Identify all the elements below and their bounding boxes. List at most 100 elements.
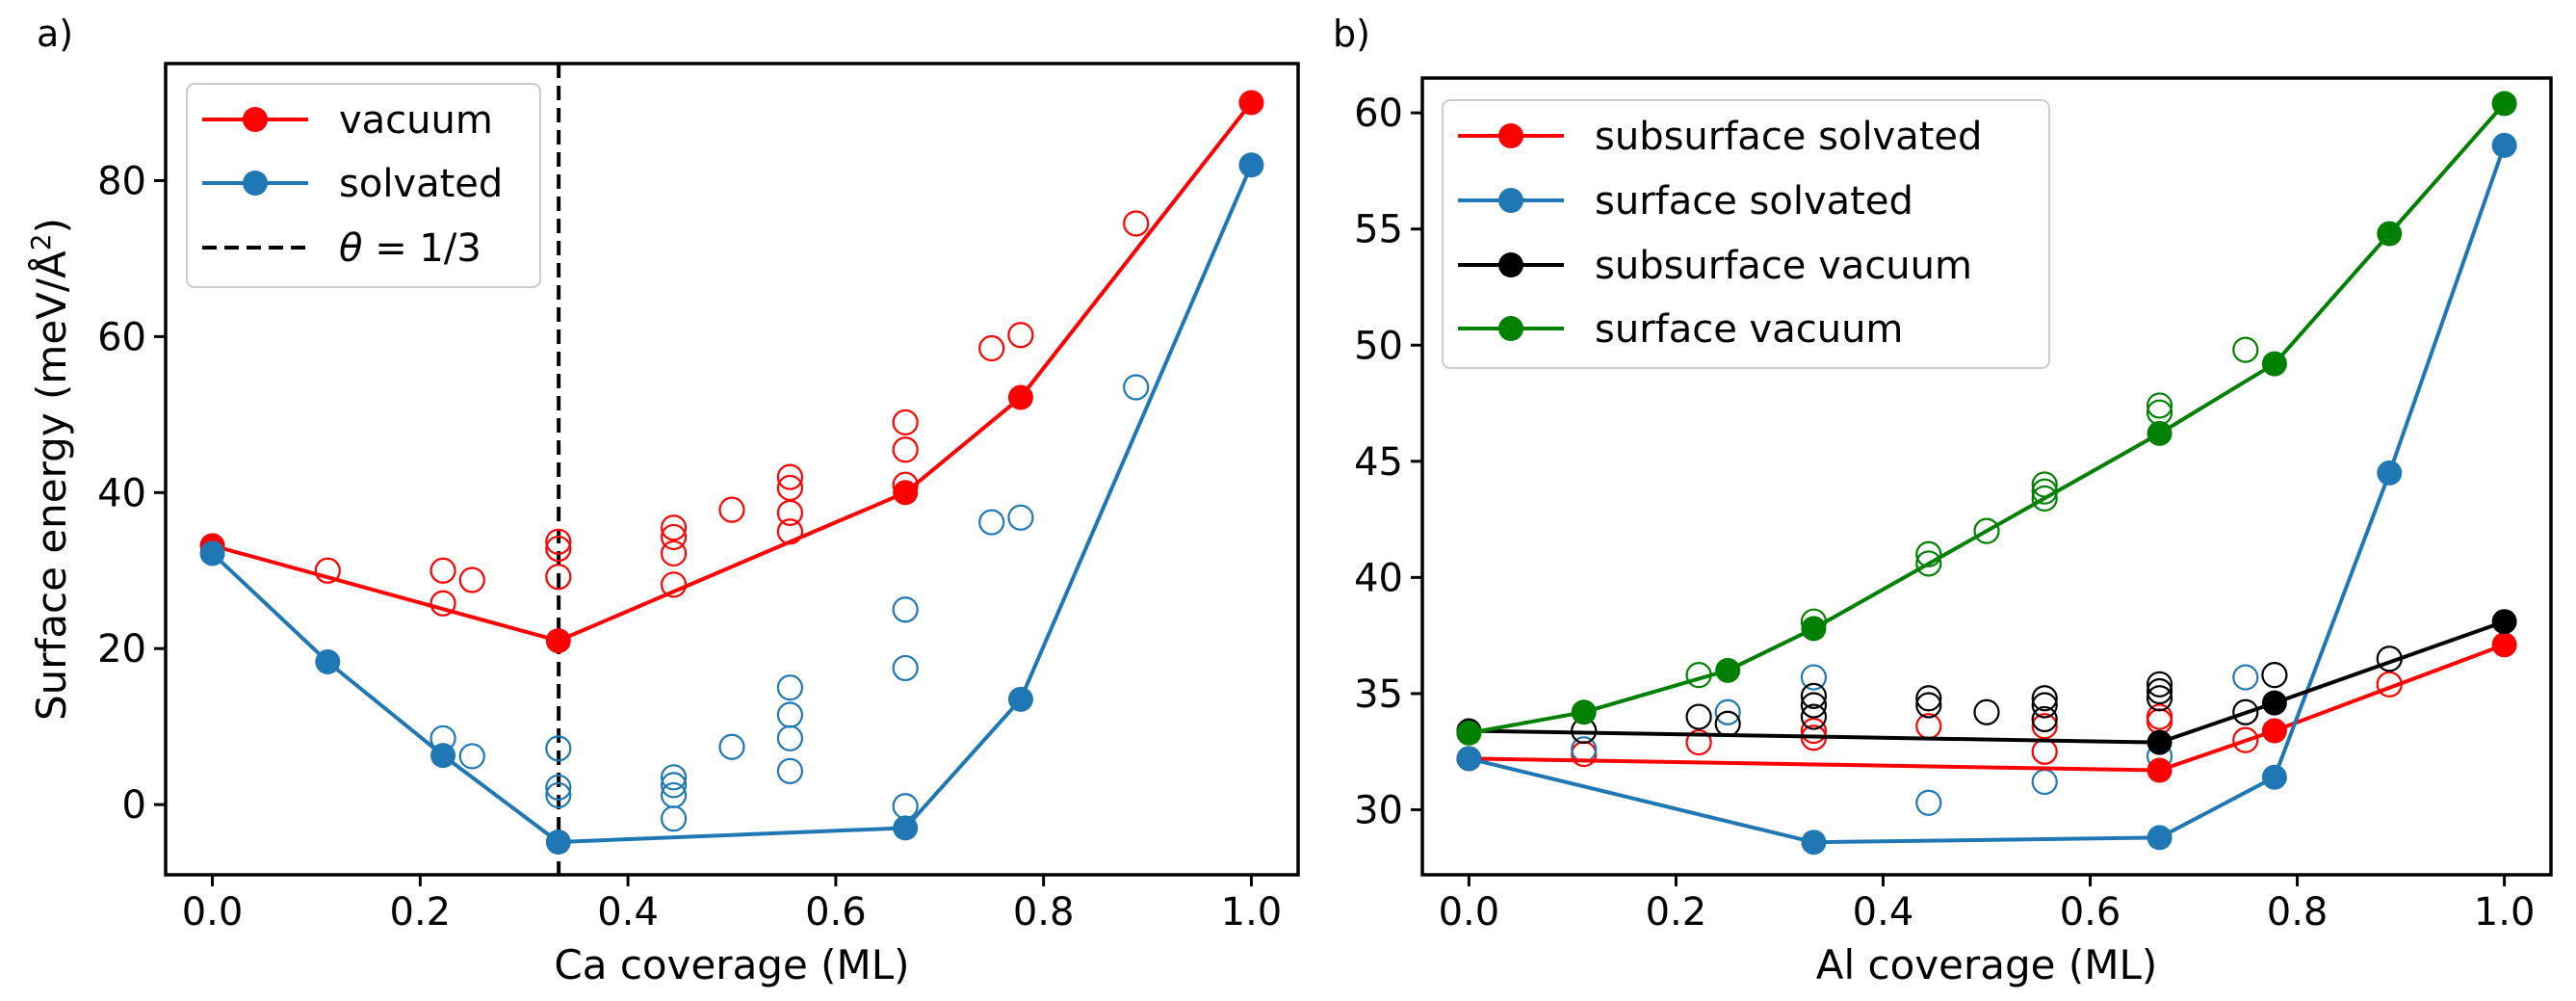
- vacuum-config-point: [978, 334, 1005, 362]
- legend-solvated-marker: [243, 171, 268, 196]
- panel-b-xtick-label: 0.8: [2267, 890, 2329, 935]
- subsurface-vacuum-config-point: [1800, 692, 1828, 719]
- solvated-config-point: [660, 781, 688, 809]
- legend-surface-vacuum-label: surface vacuum: [1595, 307, 1903, 352]
- vacuum-hull-point: [1007, 384, 1033, 410]
- legend-surface-vacuum-marker: [1498, 316, 1523, 341]
- panel-b-xtick-label: 1.0: [2474, 890, 2536, 935]
- legend-theta-label: θ = 1/3: [339, 226, 481, 271]
- panel-b-xlabel: Al coverage (ML): [1816, 941, 2158, 988]
- vacuum-config-point: [776, 474, 804, 502]
- subsurface-vacuum-config-point: [2031, 692, 2058, 719]
- panel-b-data: [1456, 91, 2517, 856]
- surface-vacuum-config-point: [2146, 392, 2173, 419]
- subsurface-solvated-config-point: [2232, 726, 2259, 753]
- legend-subsurface-vacuum-label: subsurface vacuum: [1595, 244, 1972, 288]
- vacuum-config-point: [458, 566, 485, 593]
- panel-a-xtick-label: 0.8: [1013, 890, 1075, 935]
- panel-b-ticks: 0.0 0.2 0.4 0.6 0.8 1.0 30 35 40 45 50 55 60: [1354, 92, 2535, 935]
- panel-a-ylabel-exp: 2: [25, 233, 57, 250]
- vacuum-hull-point: [545, 628, 571, 654]
- surface-vacuum-hull-point: [2147, 420, 2173, 446]
- subsurface-vacuum-config-point: [1685, 703, 1712, 730]
- panel-a-ylabel-suffix: ): [28, 218, 75, 233]
- legend-subsurface-solvated-label: subsurface solvated: [1595, 115, 1982, 159]
- solvated-config-point: [660, 805, 688, 832]
- panel-b-xtick-label: 0.2: [1646, 890, 1707, 935]
- subsurface-vacuum-config-point: [2031, 685, 2058, 712]
- surface-vacuum-hull-point: [1801, 616, 1827, 642]
- vacuum-config-point: [660, 514, 688, 541]
- surface-solvated-config-point: [2232, 664, 2259, 691]
- panel-b-label: b): [1333, 13, 1370, 55]
- vacuum-hull-point: [1238, 90, 1264, 116]
- panel-a-xtick-label: 0.2: [390, 890, 452, 935]
- subsurface-solvated-hull-point: [2147, 757, 2173, 783]
- subsurface-solvated-hull-point: [2491, 632, 2517, 658]
- vacuum-config-point: [429, 590, 456, 617]
- legend-subsurface-vacuum-marker: [1498, 252, 1523, 277]
- panel-b-ytick-label: 55: [1354, 208, 1403, 252]
- vacuum-config-point: [545, 564, 572, 591]
- solvated-config-point: [892, 793, 919, 820]
- subsurface-vacuum-hull-point: [2147, 729, 2173, 755]
- surface-vacuum-hull-point: [2491, 91, 2517, 117]
- surface-solvated-config-point: [2031, 768, 2058, 796]
- panel-a-xtick-label: 0.0: [182, 890, 244, 935]
- solvated-config-point: [776, 701, 804, 728]
- solvated-config-point: [1123, 374, 1150, 401]
- panel-b-ytick-label: 50: [1354, 324, 1403, 368]
- surface-solvated-hull-point: [2147, 825, 2173, 851]
- surface-solvated-hull-point: [2377, 460, 2403, 486]
- panel-a-ytick-label: 60: [97, 315, 146, 359]
- panel-a-legend-box: [186, 83, 541, 288]
- subsurface-vacuum-hull-line: [1469, 619, 2506, 745]
- vacuum-config-point: [776, 499, 804, 526]
- panel-a-frame: [164, 62, 1300, 877]
- solvated-config-point: [892, 596, 919, 623]
- panel-a-ylabel-prefix: Surface energy (meV/: [28, 277, 75, 721]
- legend-theta-value: = 1/3: [362, 226, 481, 271]
- panel-a-xtick-label: 0.4: [597, 890, 659, 935]
- panel-a-label: a): [37, 13, 73, 55]
- solvated-config-point: [660, 764, 688, 791]
- surface-vacuum-config-point: [2031, 485, 2058, 513]
- panel-b-legend: subsurface solvated surface solvated sub…: [1442, 99, 2050, 369]
- panel-a-ytick-label: 0: [122, 783, 146, 828]
- legend-surface-solvated-marker: [1498, 188, 1523, 213]
- panel-a-ytick-label: 80: [97, 159, 146, 203]
- subsurface-vacuum-config-point: [1915, 692, 1942, 719]
- panel-a-ytick-label: 40: [97, 471, 146, 515]
- surface-vacuum-config-point: [1915, 540, 1942, 567]
- panel-b: b) 0.0 0.2 0.4 0.6 0.8 1.0 30 35 40 45 50 55 60 Al c…: [1333, 13, 2553, 988]
- subsurface-vacuum-config-point: [2031, 705, 2058, 733]
- solvated-config-point: [776, 674, 804, 701]
- subsurface-vacuum-config-point: [1800, 703, 1828, 730]
- panel-b-ytick-label: 40: [1354, 556, 1403, 600]
- panel-a-xlabel: Ca coverage (ML): [554, 941, 909, 988]
- vacuum-config-point: [892, 408, 919, 436]
- panel-b-legend-box: [1442, 99, 2050, 369]
- surface-vacuum-hull-point: [2377, 221, 2403, 247]
- subsurface-solvated-config-point: [2031, 738, 2058, 765]
- panel-b-xtick-label: 0.0: [1439, 890, 1500, 935]
- subsurface-solvated-hull-point: [2261, 718, 2287, 744]
- solvated-config-point: [545, 774, 572, 801]
- panel-b-ytick-label: 30: [1354, 788, 1403, 832]
- solvated-hull-point: [430, 743, 456, 769]
- subsurface-solvated-hull-line: [1469, 643, 2506, 773]
- vacuum-config-point: [314, 557, 341, 584]
- panel-a-legend: vacuum solvated θ = 1/3: [186, 83, 541, 288]
- surface-vacuum-hull-point: [1715, 657, 1741, 683]
- panel-a-ylabel-unit: Å: [27, 250, 75, 278]
- legend-subsurface-solvated-marker: [1498, 123, 1523, 148]
- vacuum-config-point: [1123, 210, 1150, 237]
- subsurface-vacuum-config-point: [2261, 662, 2288, 689]
- legend-theta-symbol: θ: [339, 226, 362, 271]
- solvated-config-point: [718, 733, 745, 760]
- solvated-config-point: [776, 724, 804, 751]
- vacuum-config-point: [660, 523, 688, 551]
- surface-solvated-hull-line: [1468, 145, 2507, 845]
- subsurface-solvated-config-point: [2031, 713, 2058, 740]
- vacuum-config-point: [545, 528, 572, 555]
